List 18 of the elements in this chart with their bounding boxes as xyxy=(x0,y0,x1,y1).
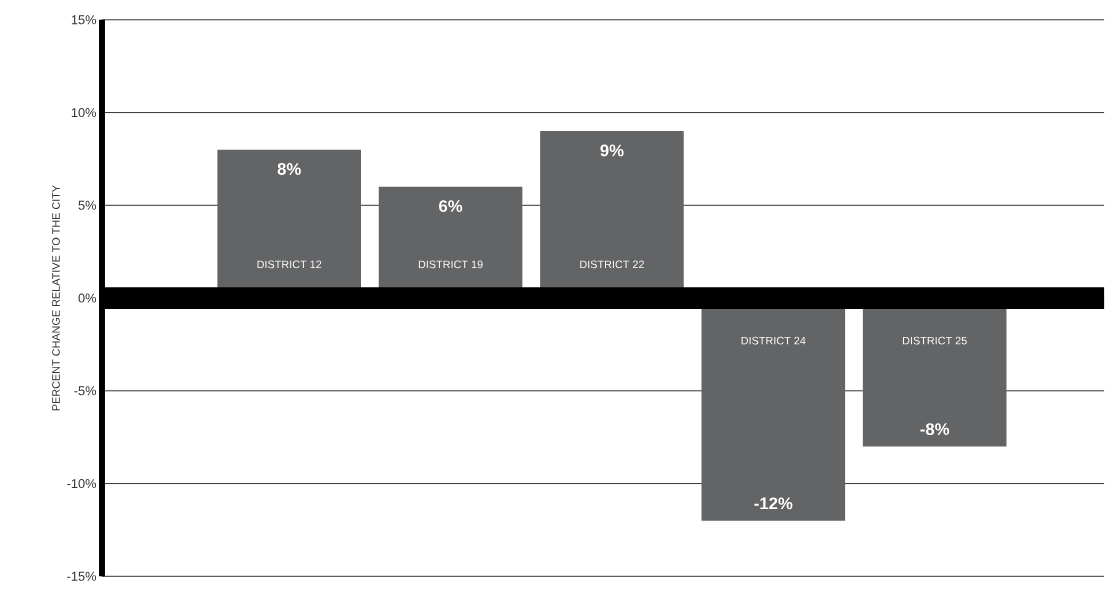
y-axis-title: PERCENT CHANGE RELATIVE TO THE CITY xyxy=(52,185,60,411)
y-tick-label: -15% xyxy=(67,571,97,581)
data-label: -12% xyxy=(754,497,793,510)
y-tick-label: 10% xyxy=(71,107,97,118)
x-tick-label: DISTRICT 22 xyxy=(580,260,644,269)
y-tick-label: 15% xyxy=(71,15,97,25)
x-tick-label: DISTRICT 25 xyxy=(903,336,967,345)
y-tick-label: 5% xyxy=(78,200,97,210)
x-tick-label: DISTRICT 19 xyxy=(418,260,483,269)
x-tick-label: DISTRICT 24 xyxy=(741,336,806,345)
y-tick-label: -10% xyxy=(67,478,97,489)
x-tick-label: DISTRICT 12 xyxy=(257,260,322,269)
data-label: -8% xyxy=(920,423,950,436)
data-label: 8% xyxy=(277,162,301,175)
y-tick-label: -5% xyxy=(74,386,97,396)
data-label: 9% xyxy=(600,144,624,157)
y-tick-label: 0% xyxy=(78,293,97,303)
data-label: 6% xyxy=(439,200,463,212)
